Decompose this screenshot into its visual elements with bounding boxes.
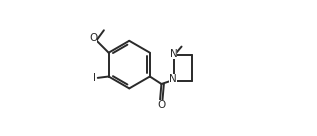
- Text: N: N: [170, 49, 177, 59]
- Text: O: O: [157, 100, 165, 110]
- Text: N: N: [169, 75, 177, 84]
- Text: O: O: [89, 33, 97, 43]
- Text: I: I: [93, 73, 96, 83]
